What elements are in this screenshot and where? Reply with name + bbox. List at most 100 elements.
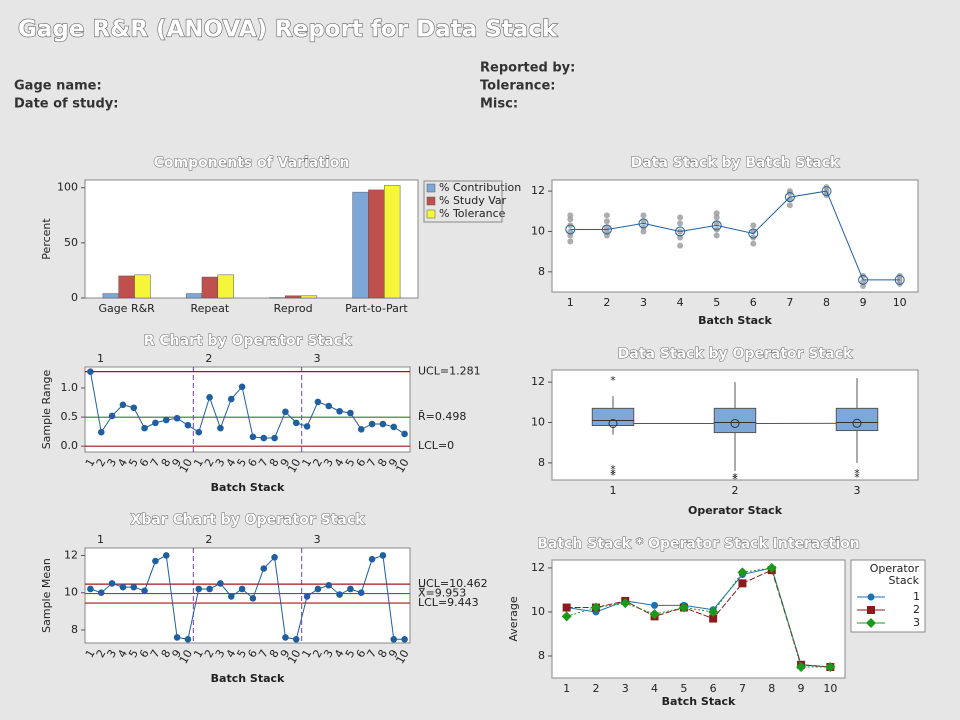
outlier: *: [854, 471, 860, 484]
observation: [677, 242, 684, 249]
outlier: *: [610, 463, 616, 476]
x-tick-label: 1: [610, 484, 617, 497]
x-tick-label: 3: [622, 682, 629, 695]
point: [249, 433, 257, 441]
series-line: [566, 567, 831, 668]
point: [314, 585, 322, 593]
point: [401, 430, 408, 438]
group-label: 2: [205, 352, 212, 365]
point: [217, 424, 224, 432]
point: [173, 414, 181, 422]
x-tick-label: 9: [798, 682, 805, 695]
bar: [217, 274, 234, 299]
point: [162, 416, 170, 424]
legend-marker: [867, 593, 875, 601]
marker: [649, 609, 660, 620]
point: [173, 634, 181, 641]
plot-area: [84, 547, 411, 644]
point: [379, 420, 387, 428]
point: [336, 591, 343, 598]
group-label: 3: [314, 533, 321, 546]
x-tick-label: 8: [768, 682, 775, 695]
point: [119, 583, 127, 591]
legend-swatch: [426, 183, 436, 193]
bar: [185, 293, 203, 299]
marker: [651, 601, 659, 609]
y-tick-label: 10: [531, 415, 545, 428]
bar: [201, 276, 219, 299]
outlier: *: [610, 467, 616, 480]
point: [401, 635, 408, 643]
point: [97, 589, 105, 597]
chart-title: Data Stack by Batch Stack: [631, 155, 840, 171]
point: [292, 635, 300, 643]
x-tick-label: 2: [732, 484, 739, 497]
field-label: Reported by:: [480, 61, 575, 76]
x-tick-label: 10: [893, 296, 907, 309]
legend-swatch: [426, 209, 436, 219]
report-title: Gage R&R (ANOVA) Report for Data Stack: [18, 17, 558, 43]
marker: [738, 579, 747, 588]
marker: [766, 562, 777, 573]
point: [292, 419, 300, 427]
point: [206, 393, 213, 401]
outlier: *: [854, 467, 860, 480]
observation: [713, 232, 720, 239]
x-tick-label: Repeat: [191, 302, 230, 315]
marker: [562, 603, 571, 612]
chart-title: Batch Stack * Operator Stack Interaction: [537, 536, 860, 552]
observation: [750, 240, 757, 247]
x-tick-label: 4: [651, 682, 658, 695]
y-tick-label: 8: [538, 649, 545, 662]
bar: [300, 295, 318, 299]
outlier: *: [610, 469, 616, 482]
marker: [678, 602, 689, 613]
mean-marker: [894, 274, 905, 285]
y-tick-label: 12: [531, 375, 545, 388]
point: [368, 420, 376, 428]
mean-marker: [608, 418, 618, 428]
legend-label: 1: [913, 590, 920, 603]
observation: [567, 212, 574, 219]
observation: [677, 220, 684, 227]
group-label: 1: [97, 533, 104, 546]
point: [195, 428, 203, 436]
legend-label: 3: [913, 616, 920, 629]
y-axis-label: Sample Range: [40, 369, 53, 449]
point: [152, 419, 159, 427]
legend-marker: [866, 618, 876, 628]
x-tick-label: 1: [567, 296, 574, 309]
box: [591, 407, 635, 427]
marker: [825, 661, 836, 672]
group-label: 3: [314, 352, 321, 365]
y-tick-label: 12: [531, 184, 545, 197]
point: [271, 554, 278, 561]
legend-label: % Study Var: [439, 194, 507, 207]
point: [238, 383, 246, 391]
observation: [640, 212, 647, 219]
field-label: Date of study:: [14, 97, 118, 112]
x-axis-label: Batch Stack: [211, 481, 285, 494]
point: [314, 398, 322, 406]
x-tick-label: 6: [710, 682, 717, 695]
x-tick-label: 9: [860, 296, 867, 309]
marker: [590, 602, 601, 613]
point: [206, 585, 213, 593]
mean-marker: [821, 186, 832, 197]
point: [152, 557, 159, 565]
y-tick-label: 10: [531, 605, 545, 618]
point: [347, 409, 354, 417]
y-tick-label: 0.0: [61, 439, 79, 452]
y-axis-label: Sample Mean: [40, 558, 53, 633]
mean-marker: [565, 224, 576, 235]
observation: [640, 218, 647, 225]
point: [119, 401, 127, 409]
x-tick-label: 10: [177, 648, 195, 667]
x-tick-label: 10: [394, 648, 412, 667]
mean-marker: [852, 418, 862, 428]
point: [336, 407, 343, 415]
point: [195, 585, 203, 593]
mean-marker: [730, 418, 740, 428]
chart-title: Data Stack by Operator Stack: [618, 346, 853, 362]
